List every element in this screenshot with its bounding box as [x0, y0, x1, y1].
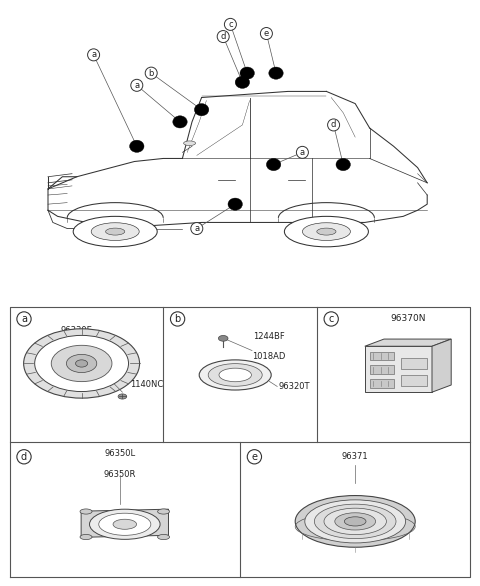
Ellipse shape [324, 508, 386, 534]
Ellipse shape [91, 223, 139, 240]
Ellipse shape [240, 67, 254, 79]
Ellipse shape [106, 228, 125, 235]
Text: 1018AD: 1018AD [252, 352, 286, 361]
Ellipse shape [219, 368, 252, 381]
Text: 96370N: 96370N [390, 315, 426, 323]
Ellipse shape [235, 76, 250, 88]
Ellipse shape [24, 329, 140, 398]
Ellipse shape [184, 141, 196, 145]
Polygon shape [365, 346, 432, 392]
Ellipse shape [228, 198, 242, 210]
Ellipse shape [80, 534, 92, 540]
Text: c: c [228, 20, 233, 29]
Polygon shape [370, 352, 394, 360]
Ellipse shape [199, 360, 271, 390]
Ellipse shape [336, 158, 350, 171]
Text: 1140NC: 1140NC [130, 380, 163, 389]
Text: a: a [91, 50, 96, 59]
Text: 96371: 96371 [342, 452, 369, 461]
Text: 96350R: 96350R [104, 469, 136, 479]
Ellipse shape [73, 216, 157, 247]
Text: a: a [134, 81, 139, 90]
Ellipse shape [266, 158, 281, 171]
Text: e: e [252, 452, 257, 462]
Text: 96330E: 96330E [61, 326, 93, 335]
Text: a: a [194, 224, 199, 233]
Ellipse shape [113, 519, 136, 529]
Ellipse shape [130, 140, 144, 152]
Text: 96320T: 96320T [278, 382, 310, 391]
Ellipse shape [75, 360, 88, 367]
Polygon shape [432, 339, 451, 392]
Ellipse shape [284, 216, 369, 247]
Ellipse shape [173, 116, 187, 128]
Ellipse shape [314, 504, 396, 539]
Text: a: a [300, 148, 305, 157]
Circle shape [218, 335, 228, 341]
Ellipse shape [51, 345, 112, 381]
Ellipse shape [335, 513, 375, 530]
Ellipse shape [302, 223, 350, 240]
Text: d: d [220, 32, 226, 41]
Text: d: d [331, 121, 336, 130]
Ellipse shape [90, 509, 160, 539]
Polygon shape [401, 357, 427, 369]
Ellipse shape [35, 335, 129, 391]
Ellipse shape [194, 104, 209, 116]
Text: b: b [148, 69, 154, 77]
Polygon shape [81, 509, 168, 537]
Polygon shape [401, 375, 427, 386]
Polygon shape [370, 379, 394, 388]
Text: c: c [328, 314, 334, 324]
Ellipse shape [66, 355, 97, 373]
Polygon shape [370, 366, 394, 374]
Text: a: a [21, 314, 27, 324]
Text: 96350L: 96350L [105, 449, 135, 458]
Ellipse shape [157, 509, 169, 514]
Text: e: e [264, 29, 269, 38]
Ellipse shape [269, 67, 283, 79]
Ellipse shape [157, 534, 169, 540]
Ellipse shape [344, 517, 366, 526]
Text: b: b [174, 314, 181, 324]
Ellipse shape [99, 513, 151, 536]
Ellipse shape [305, 500, 406, 543]
Ellipse shape [118, 394, 127, 399]
Text: 1244BF: 1244BF [253, 332, 285, 340]
Text: d: d [21, 452, 27, 462]
Ellipse shape [208, 364, 262, 386]
Ellipse shape [295, 496, 415, 547]
Ellipse shape [80, 509, 92, 514]
Polygon shape [365, 339, 451, 346]
Ellipse shape [317, 228, 336, 235]
